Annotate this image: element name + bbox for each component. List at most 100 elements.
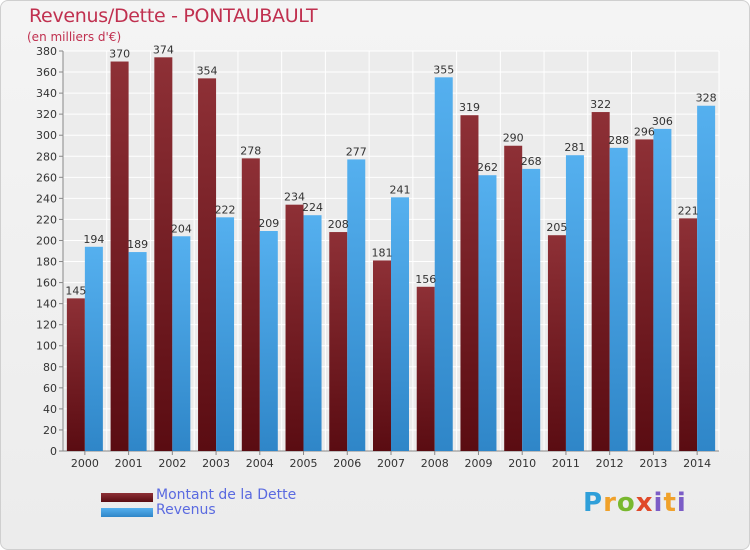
x-tick-label: 2010 — [508, 457, 536, 470]
y-tick-label: 20 — [43, 424, 57, 437]
data-label: 354 — [197, 64, 218, 77]
bar-dette — [154, 57, 173, 451]
bar-revenus — [303, 215, 322, 451]
x-tick-label: 2004 — [246, 457, 274, 470]
y-tick-label: 260 — [36, 171, 57, 184]
data-label: 277 — [346, 145, 367, 158]
x-tick-label: 2009 — [464, 457, 492, 470]
proxiti-logo: Proxiti — [583, 488, 687, 518]
bar-revenus — [478, 175, 497, 452]
data-label: 374 — [153, 43, 174, 56]
data-label: 355 — [433, 63, 454, 76]
legend-label-revenus: Revenus — [156, 502, 216, 518]
x-tick-label: 2001 — [115, 457, 143, 470]
y-tick-label: 80 — [43, 361, 57, 374]
bar-revenus — [128, 252, 147, 451]
data-label: 296 — [634, 125, 655, 138]
legend-swatch-revenus — [101, 508, 153, 517]
data-label: 268 — [521, 155, 542, 168]
bar-revenus — [347, 159, 366, 451]
y-tick-label: 380 — [36, 45, 57, 58]
data-label: 156 — [415, 273, 436, 286]
y-tick-label: 200 — [36, 234, 57, 247]
y-tick-label: 320 — [36, 108, 57, 121]
legend-swatch-debt — [101, 493, 153, 502]
data-label: 209 — [258, 217, 279, 230]
data-label: 322 — [590, 98, 611, 111]
bar-revenus — [697, 105, 716, 451]
x-tick-label: 2006 — [333, 457, 361, 470]
chart-title: Revenus/Dette - PONTAUBAULT — [29, 5, 318, 27]
x-tick-label: 2014 — [683, 457, 711, 470]
data-label: 306 — [652, 115, 673, 128]
bar-revenus — [653, 128, 672, 451]
data-label: 145 — [65, 284, 86, 297]
bar-dette — [635, 139, 654, 451]
data-label: 194 — [83, 233, 104, 246]
y-tick-label: 300 — [36, 129, 57, 142]
bar-dette — [679, 218, 698, 451]
bar-revenus — [434, 77, 453, 451]
data-label: 290 — [503, 132, 524, 145]
x-tick-label: 2011 — [552, 457, 580, 470]
chart-subtitle: (en milliers d'€) — [27, 30, 122, 44]
x-tick-label: 2008 — [421, 457, 449, 470]
y-tick-label: 120 — [36, 319, 57, 332]
bar-revenus — [609, 147, 628, 451]
data-label: 221 — [678, 204, 699, 217]
y-tick-label: 100 — [36, 340, 57, 353]
bar-dette — [504, 145, 523, 451]
data-label: 204 — [171, 222, 192, 235]
y-tick-label: 40 — [43, 403, 57, 416]
bar-dette — [460, 115, 479, 452]
x-tick-label: 2000 — [71, 457, 99, 470]
y-tick-label: 280 — [36, 150, 57, 163]
data-label: 319 — [459, 101, 480, 114]
bar-revenus — [84, 246, 103, 451]
x-tick-label: 2002 — [158, 457, 186, 470]
y-tick-label: 360 — [36, 66, 57, 79]
data-label: 262 — [477, 161, 498, 174]
bar-dette — [66, 298, 85, 451]
x-tick-label: 2012 — [596, 457, 624, 470]
bar-dette — [416, 286, 435, 451]
data-label: 234 — [284, 191, 305, 204]
bar-revenus — [565, 155, 584, 452]
data-label: 224 — [302, 201, 323, 214]
legend-label-debt: Montant de la Dette — [156, 487, 297, 503]
bar-dette — [329, 232, 348, 451]
y-tick-label: 180 — [36, 256, 57, 269]
y-tick-label: 340 — [36, 87, 57, 100]
bar-dette — [198, 78, 217, 452]
data-label: 222 — [215, 203, 236, 216]
y-tick-label: 60 — [43, 382, 57, 395]
bar-dette — [547, 235, 566, 451]
data-label: 281 — [564, 141, 585, 154]
data-label: 181 — [372, 246, 393, 259]
y-tick-label: 0 — [50, 445, 57, 458]
bar-dette — [110, 61, 129, 452]
x-tick-label: 2005 — [290, 457, 318, 470]
data-label: 278 — [240, 144, 261, 157]
data-label: 288 — [608, 134, 629, 147]
data-label: 208 — [328, 218, 349, 231]
bar-revenus — [216, 217, 235, 451]
data-label: 189 — [127, 238, 148, 251]
bar-revenus — [259, 231, 278, 451]
data-label: 241 — [390, 183, 411, 196]
bar-revenus — [522, 168, 541, 452]
data-label: 328 — [696, 92, 717, 105]
y-tick-label: 140 — [36, 298, 57, 311]
bar-dette — [591, 112, 610, 451]
bar-dette — [373, 260, 391, 451]
x-tick-label: 2003 — [202, 457, 230, 470]
bar-dette — [241, 158, 260, 452]
data-label: 205 — [546, 221, 567, 234]
bar-dette — [285, 204, 304, 451]
y-tick-label: 220 — [36, 213, 57, 226]
y-tick-label: 160 — [36, 277, 57, 290]
data-label: 370 — [109, 48, 130, 61]
x-tick-label: 2013 — [639, 457, 667, 470]
